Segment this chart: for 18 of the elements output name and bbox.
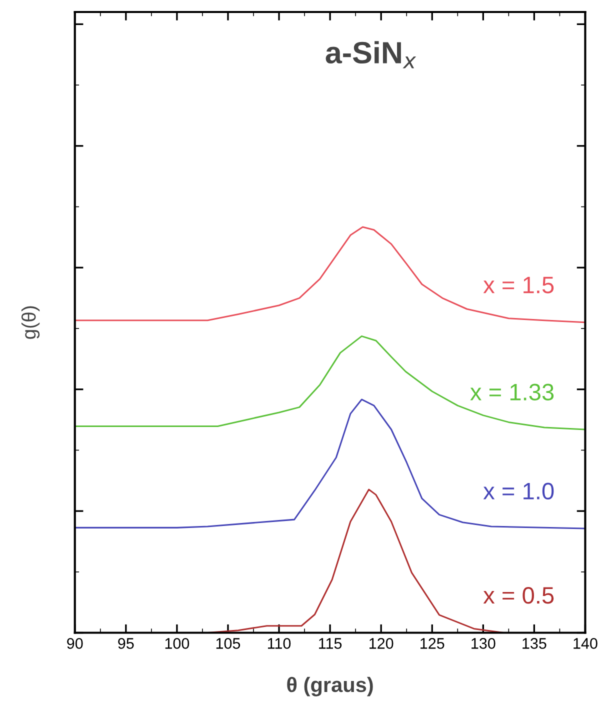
x-tick-label: 120 xyxy=(370,638,394,649)
x-tick-label: 100 xyxy=(165,638,190,649)
x-tick-label: 125 xyxy=(420,638,444,649)
x-tick-label: 105 xyxy=(216,638,240,649)
x-tick-label: 115 xyxy=(319,638,342,649)
series-label: x = 1.5 xyxy=(483,276,554,294)
x-tick-label: 90 xyxy=(67,638,83,649)
chart-title: a-SiN$_{x}$ xyxy=(326,41,416,68)
x-axis-title: θ (graus) xyxy=(287,676,373,696)
x-tick-label: 110 xyxy=(268,638,291,649)
x-tick-label: 135 xyxy=(522,638,546,649)
x-tick-label: 95 xyxy=(118,638,134,649)
series-label: x = 0.5 xyxy=(483,587,554,604)
series-label: x = 1.33 xyxy=(470,384,554,400)
x-tick-label: 130 xyxy=(472,638,496,649)
y-axis-title: g(θ) xyxy=(21,306,40,339)
x-tick-label: 140 xyxy=(574,638,598,649)
series-label: x = 1.0 xyxy=(483,482,554,500)
